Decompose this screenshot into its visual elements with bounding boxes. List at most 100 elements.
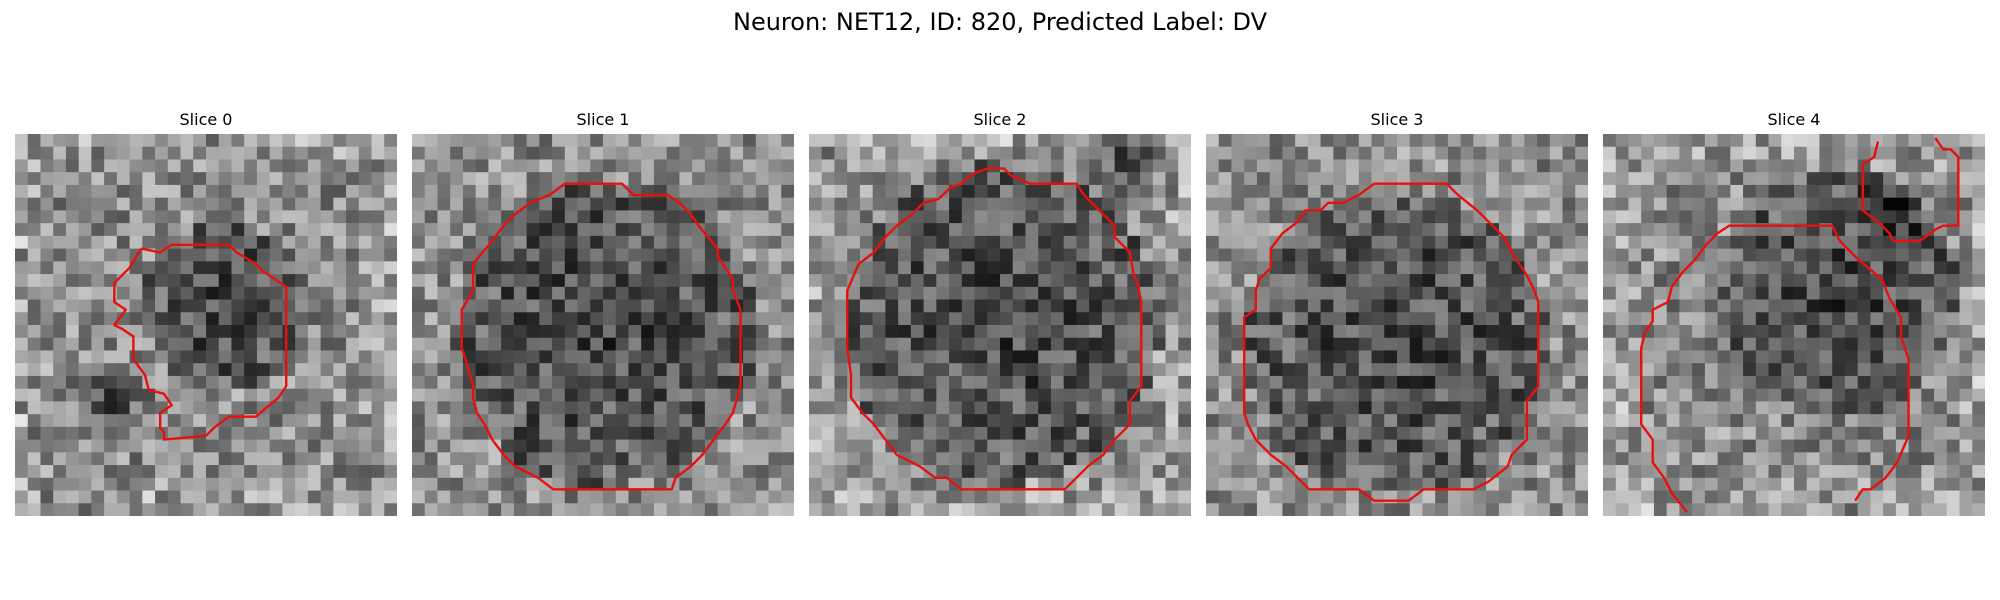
pixel [1178,159,1191,172]
pixel [590,223,603,236]
pixel [359,376,372,389]
pixel [718,274,731,287]
pixel [1231,325,1244,338]
pixel [1718,414,1731,427]
pixel [730,440,743,453]
pixel [270,134,283,147]
pixel [1819,427,1832,440]
pixel [705,172,718,185]
pixel [1178,274,1191,287]
pixel [463,223,476,236]
pixel [1934,452,1947,465]
pixel [1166,503,1179,516]
pixel [1270,376,1283,389]
pixel [1321,363,1334,376]
pixel [936,134,949,147]
pixel [667,427,680,440]
pixel [1025,198,1038,211]
pixel [730,427,743,440]
pixel [975,300,988,313]
pixel [1486,134,1499,147]
pixel [1832,503,1845,516]
pixel [1359,363,1372,376]
pixel [244,198,257,211]
pixel [1206,338,1219,351]
pixel [359,236,372,249]
pixel [1346,210,1359,223]
pixel [1333,300,1346,313]
pixel [1960,312,1973,325]
pixel [1244,503,1257,516]
pixel [730,198,743,211]
pixel [1512,414,1525,427]
pixel [1756,159,1769,172]
pixel [28,236,41,249]
pixel [1448,389,1461,402]
pixel [359,427,372,440]
pixel [1448,338,1461,351]
pixel [1921,274,1934,287]
pixel [359,261,372,274]
pixel [1794,491,1807,504]
pixel [1244,389,1257,402]
pixel [1781,198,1794,211]
pixel [1743,210,1756,223]
pixel [1654,312,1667,325]
pixel [527,134,540,147]
pixel [15,376,28,389]
pixel [384,274,397,287]
pixel [1603,491,1616,504]
pixel [231,198,244,211]
pixel [654,210,667,223]
pixel [1257,338,1270,351]
pixel [1603,389,1616,402]
pixel [1972,465,1985,478]
pixel [987,249,1000,262]
pixel [1756,465,1769,478]
pixel [911,401,924,414]
pixel [501,325,514,338]
pixel [450,427,463,440]
pixel [1947,440,1960,453]
pixel [1512,134,1525,147]
pixel [66,465,79,478]
pixel [1410,185,1423,198]
pixel [539,350,552,363]
pixel [488,414,501,427]
pixel [1038,427,1051,440]
pixel [1102,274,1115,287]
pixel [1051,376,1064,389]
pixel [860,223,873,236]
pixel [1512,427,1525,440]
pixel [1384,440,1397,453]
pixel [1909,300,1922,313]
pixel [476,312,489,325]
pixel [372,414,385,427]
pixel [53,350,66,363]
pixel [1321,440,1334,453]
pixel [1654,325,1667,338]
pixel [1422,236,1435,249]
pixel [1832,401,1845,414]
pixel [1038,389,1051,402]
pixel [1870,389,1883,402]
pixel [206,300,219,313]
pixel [1628,491,1641,504]
pixel [1730,172,1743,185]
pixel [1628,350,1641,363]
pixel [488,274,501,287]
pixel [1486,274,1499,287]
pixel [1896,172,1909,185]
pixel [924,452,937,465]
pixel [1384,338,1397,351]
pixel [1781,274,1794,287]
pixel [295,210,308,223]
pixel [282,325,295,338]
pixel [1410,503,1423,516]
pixel [1321,503,1334,516]
pixel [616,147,629,160]
pixel [603,440,616,453]
pixel [1654,401,1667,414]
pixel [1718,210,1731,223]
pixel [834,452,847,465]
